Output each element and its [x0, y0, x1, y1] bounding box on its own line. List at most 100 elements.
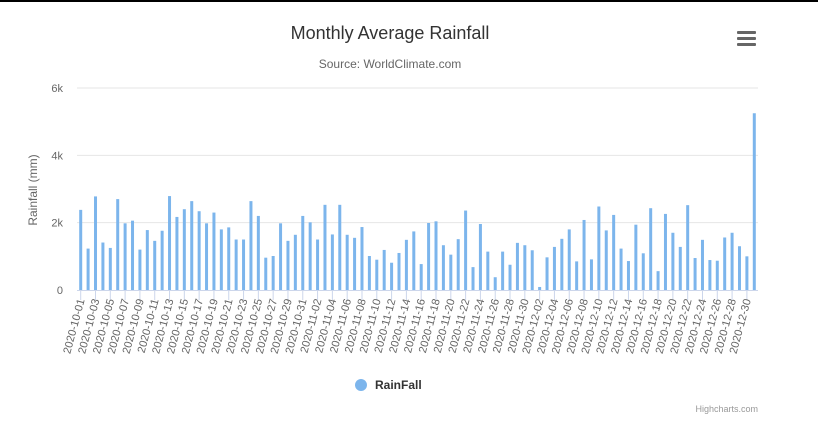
bar	[412, 231, 416, 290]
bar	[227, 227, 231, 290]
bar	[619, 248, 623, 290]
top-border	[0, 0, 818, 2]
bar	[131, 220, 135, 290]
bar	[264, 257, 268, 290]
menu-line	[737, 43, 756, 46]
bar	[441, 245, 445, 290]
bar	[737, 246, 741, 290]
bar	[530, 250, 534, 290]
bar	[197, 211, 201, 290]
bar	[190, 201, 194, 290]
menu-line	[737, 31, 756, 34]
bar	[323, 204, 327, 290]
bar	[723, 237, 727, 290]
bar	[597, 206, 601, 290]
bar	[404, 239, 408, 290]
chart-title: Monthly Average Rainfall	[290, 23, 490, 43]
bar	[382, 249, 386, 290]
bar	[678, 246, 682, 290]
bar	[456, 239, 460, 290]
bar	[419, 264, 423, 290]
bar	[338, 204, 342, 290]
bar	[582, 219, 586, 290]
bar	[523, 245, 527, 290]
bar	[234, 239, 238, 290]
bar	[390, 262, 394, 290]
bar	[279, 223, 283, 290]
y-tick-label: 2k	[51, 218, 63, 230]
bar	[116, 199, 120, 290]
bar	[212, 212, 216, 290]
bar	[471, 267, 475, 290]
bar	[182, 209, 186, 290]
credits-link[interactable]: Highcharts.com	[695, 404, 758, 414]
bar	[367, 256, 371, 290]
bar	[686, 205, 690, 290]
bar	[86, 248, 90, 290]
bar	[286, 240, 290, 290]
bar	[641, 253, 645, 290]
legend-item-rainfall[interactable]: RainFall	[355, 378, 422, 392]
bar	[656, 271, 660, 290]
bar	[160, 230, 164, 290]
bar	[575, 261, 579, 290]
bar	[752, 113, 756, 290]
bar	[427, 223, 431, 290]
bar	[205, 223, 209, 290]
bar	[700, 239, 704, 290]
bar	[123, 223, 127, 290]
legend-marker	[355, 379, 367, 391]
bar	[634, 224, 638, 290]
bar	[612, 214, 616, 290]
bar	[671, 232, 675, 290]
bar	[560, 238, 564, 290]
bar	[545, 257, 549, 290]
bar	[360, 227, 364, 290]
bar	[249, 201, 253, 290]
bar	[330, 234, 334, 290]
menu-line	[737, 37, 756, 40]
bar	[515, 242, 519, 290]
bar	[708, 260, 712, 290]
bar	[256, 215, 260, 290]
bar	[604, 230, 608, 290]
bar	[501, 251, 505, 290]
bar	[94, 196, 98, 290]
bar	[730, 232, 734, 290]
bar	[108, 247, 112, 290]
y-tick-label: 6k	[51, 83, 63, 95]
bar	[626, 261, 630, 290]
y-axis-title: Rainfall (mm)	[26, 154, 40, 225]
bar	[486, 251, 490, 290]
y-tick-label: 0	[57, 285, 63, 297]
bar	[145, 230, 149, 290]
bar	[219, 229, 223, 290]
legend-label: RainFall	[375, 378, 422, 392]
y-tick-label: 4k	[51, 150, 63, 162]
bar	[375, 259, 379, 290]
bar	[567, 229, 571, 290]
bar	[301, 215, 305, 290]
bar	[168, 196, 172, 290]
bar	[271, 256, 275, 290]
bar	[308, 222, 312, 290]
bar	[745, 256, 749, 290]
bar	[552, 246, 556, 290]
bar	[242, 239, 246, 290]
bar	[138, 249, 142, 290]
bar	[434, 221, 438, 290]
bar	[175, 216, 179, 290]
bar	[649, 208, 653, 290]
bar	[589, 259, 593, 290]
hamburger-menu-icon[interactable]	[737, 31, 756, 46]
chart-subtitle: Source: WorldClimate.com	[318, 57, 462, 71]
bar	[715, 260, 719, 290]
bar	[693, 258, 697, 290]
bar	[316, 239, 320, 290]
bar	[449, 254, 453, 290]
bar	[508, 264, 512, 290]
bar	[538, 286, 542, 290]
bar	[464, 210, 468, 290]
bar	[345, 234, 349, 290]
